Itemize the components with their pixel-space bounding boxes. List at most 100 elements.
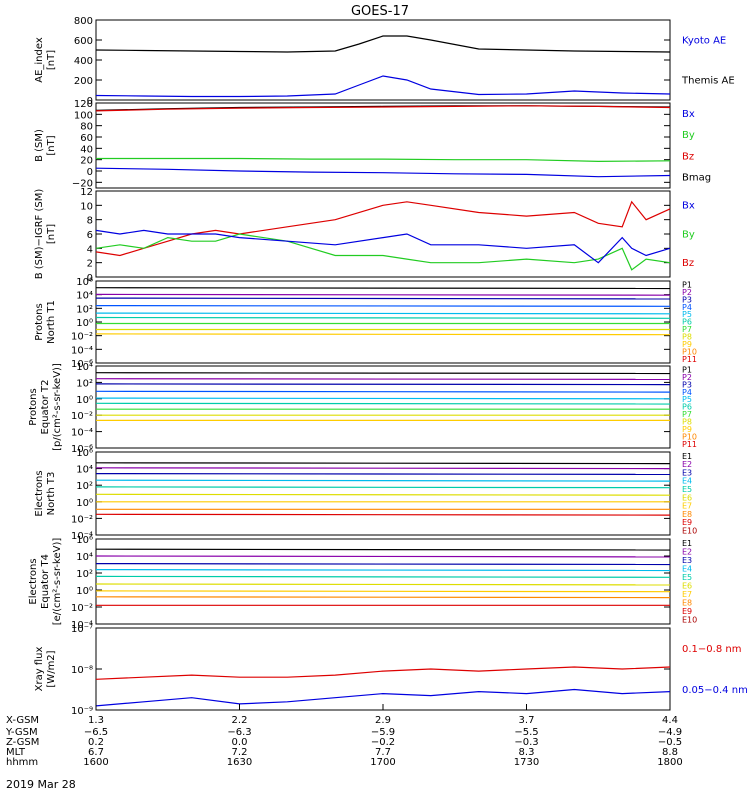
legend-entry: P11: [682, 440, 697, 449]
legend-entry: P4: [682, 303, 692, 312]
legend-entry: Bz: [682, 258, 694, 269]
y-tick-label: 10⁻⁴: [71, 620, 93, 631]
y-tick-label: 80: [80, 122, 93, 133]
y-tick-label: 10⁻²: [71, 332, 93, 343]
y-axis-label: Protons: [34, 303, 45, 340]
series-line: [95, 200, 671, 257]
x-tick-value: 7.7: [375, 747, 391, 758]
y-tick-label: 6: [87, 230, 93, 241]
y-tick-label: 0: [87, 273, 93, 284]
y-tick-label: 10²: [76, 481, 93, 492]
y-tick-label: 10⁶: [76, 448, 93, 459]
x-row-label: Z-GSM: [6, 737, 39, 748]
series-line: [95, 297, 671, 300]
legend-entry: E1: [682, 539, 692, 548]
panel-frame: [95, 102, 671, 189]
series-line: [95, 105, 671, 112]
series-line: [95, 548, 671, 551]
y-axis-label: AE_index: [34, 37, 45, 83]
legend-entry: E9: [682, 607, 692, 616]
y-tick-label: 10⁻²: [71, 603, 93, 614]
y-axis-label: North T3: [46, 472, 57, 516]
series-line: [95, 378, 671, 380]
y-tick-label: 10⁰: [76, 395, 93, 406]
legend-entry: E1: [682, 452, 692, 461]
y-tick-label: 10⁰: [76, 586, 93, 597]
legend-entry: E8: [682, 510, 692, 519]
legend-entry: E3: [682, 556, 692, 565]
y-tick-label: 10⁻⁶: [71, 359, 93, 370]
legend-entry: P7: [682, 410, 692, 419]
y-axis-label: Electrons: [34, 470, 45, 516]
y-axis-label: [p/(cm²-s-sr-keV)]: [52, 363, 63, 451]
x-tick-value: −0.5: [658, 737, 682, 748]
legend-entry: E8: [682, 598, 692, 607]
y-tick-label: 10²: [76, 304, 93, 315]
legend-entry: E7: [682, 590, 692, 599]
series-line: [95, 383, 671, 386]
series-line: [95, 35, 671, 53]
series-line: [95, 462, 671, 465]
y-tick-label: 60: [80, 133, 93, 144]
legend-entry: Bx: [682, 109, 695, 120]
x-tick-value: 7.2: [232, 747, 248, 758]
y-tick-label: 120: [74, 99, 93, 110]
series-line: [95, 229, 671, 264]
x-tick-value: 8.3: [519, 747, 535, 758]
series-line: [95, 583, 671, 586]
panel-frame: [95, 280, 671, 364]
series-line: [95, 479, 671, 482]
series-line: [95, 513, 671, 516]
legend-entry: P1: [682, 365, 692, 374]
x-tick-value: 2.2: [232, 715, 248, 726]
y-axis-label: Equator T2: [40, 380, 51, 435]
y-tick-label: 10⁴: [76, 552, 93, 563]
legend-entry: P6: [682, 318, 692, 327]
legend-entry: 0.05−0.4 nm: [682, 685, 748, 696]
legend-entry: P4: [682, 388, 692, 397]
x-tick-value: 1630: [227, 757, 252, 768]
x-row-label: X-GSM: [6, 715, 39, 726]
legend-entry: E2: [682, 460, 692, 469]
series-line: [95, 688, 671, 707]
y-tick-label: 2: [87, 259, 93, 270]
series-line: [95, 575, 671, 578]
panel-3: 0 2 4 6 8 10 12 B (SM)−IGRF (SM) [nT] Bx By Bz: [34, 187, 695, 284]
y-tick-label: 600: [74, 36, 93, 47]
series-line: [95, 402, 671, 405]
y-axis-label: Xray flux: [34, 647, 45, 692]
series-line: [95, 596, 671, 599]
panel-7: 10⁶ 10⁴ 10² 10⁰ 10⁻² 10⁻⁴ Electrons Equator T4[…: [28, 535, 697, 631]
legend-entry: P8: [682, 418, 692, 427]
legend-entry: 0.1−0.8 nm: [682, 644, 741, 655]
y-tick-label: 10⁻⁶: [71, 444, 93, 455]
series-line: [95, 287, 671, 290]
x-tick-value: −4.9: [658, 727, 682, 738]
y-tick-label: 800: [74, 16, 93, 27]
series-line: [95, 486, 671, 489]
y-tick-label: 10⁴: [76, 362, 93, 373]
legend-entry: E6: [682, 493, 692, 502]
legend-entry: Themis AE: [681, 75, 735, 86]
legend-entry: E5: [682, 573, 692, 582]
series-line: [95, 312, 671, 315]
series-line: [95, 555, 671, 558]
legend-entry: E10: [682, 527, 697, 536]
y-tick-label: 0: [87, 167, 93, 178]
x-tick-value: 1600: [83, 757, 108, 768]
y-tick-label: 10⁶: [76, 535, 93, 546]
legend-entry: P9: [682, 340, 692, 349]
y-axis-label: Protons: [28, 388, 39, 425]
x-row-label: MLT: [6, 747, 26, 758]
x-tick-value: 2.9: [375, 715, 391, 726]
y-tick-label: 10⁻⁸: [71, 665, 93, 676]
y-axis-label: Electrons: [28, 558, 39, 604]
y-axis-label: [W/m2]: [46, 650, 57, 687]
x-tick-value: 8.8: [662, 747, 678, 758]
series-line: [95, 75, 671, 98]
y-tick-label: 200: [74, 76, 93, 87]
x-tick-value: −6.3: [227, 727, 251, 738]
